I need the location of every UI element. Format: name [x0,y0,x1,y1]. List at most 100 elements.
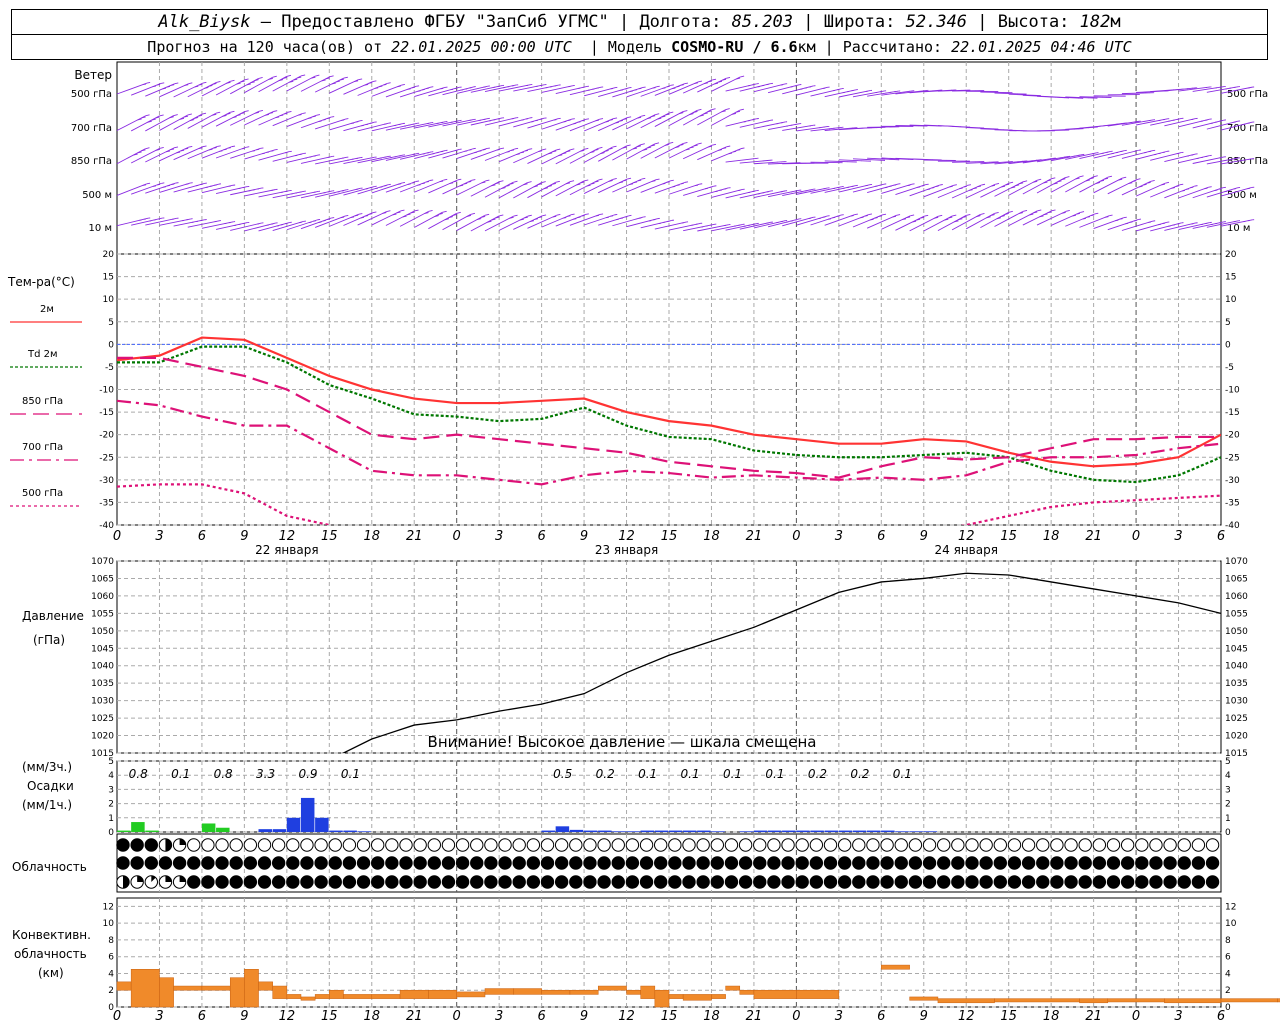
wind-barb-feather [213,147,217,149]
wind-barb [230,222,264,231]
wind-barb [371,182,406,194]
cloud-symbol [597,856,611,870]
cloud-circle [823,838,838,852]
wind-barb [201,221,236,229]
wind-barb-shaft [583,146,613,163]
pres-ytick-left: 1025 [91,714,114,724]
conv-bar [626,989,641,995]
wind-barb-feather [735,77,741,80]
wind-barb-shaft [130,83,162,96]
x-tick-label: 12 [279,529,296,544]
conv-ytick-right: 4 [1225,969,1231,979]
wind-barb-feather [141,149,146,152]
cloud-symbol [1092,856,1107,870]
cloud-fill [1206,875,1219,889]
wind-barb-shaft [767,84,800,94]
wind-barb-shaft [187,183,219,193]
wind-barb-feather [1004,183,1010,186]
wind-barb-feather [850,215,854,217]
wind-barb-shaft [272,75,302,92]
wind-barb [145,146,179,163]
precip-bar [555,826,570,832]
temp-ytick-left: -10 [99,386,114,396]
cloud-circle [257,838,272,852]
wind-barb-feather [326,218,331,220]
wind-barb-shaft [1178,118,1210,128]
wind-level-left: 10 м [89,223,112,234]
wind-barb [1220,86,1255,94]
wind-barb [838,183,873,193]
wind-barb [159,145,193,162]
wind-barb-feather [991,184,996,187]
precip-bar [697,830,711,832]
wind-barb-feather [1189,186,1194,189]
cloud-fill [555,856,568,870]
wind-barb [230,187,264,196]
wind-barb-shaft [895,89,928,95]
wind-barb-feather [156,84,161,86]
wind-barb-feather [1121,176,1127,179]
wind-barb-shaft [640,84,671,97]
wind-barb-feather [358,213,363,215]
cloud-circle [795,838,809,852]
wind-barb-shaft [1220,187,1252,197]
wind-title: Ветер [74,68,112,82]
cloud-symbol [187,875,201,889]
wind-barb [442,86,476,96]
cloud-symbol [1050,856,1064,870]
cloud-symbol [852,875,866,889]
wind-barb [796,187,830,195]
wind-barb-feather [506,151,510,153]
conv-ytick-left: 4 [108,969,114,979]
wind-barb [371,154,405,163]
conv-bar [513,988,542,995]
wind-barb-shaft [244,111,274,126]
wind-barb-feather [529,220,535,222]
wind-barb-feather [1046,179,1052,182]
wind-barb-shaft [1050,211,1081,226]
wind-barb-feather [736,149,741,151]
cloud-fill [258,875,271,889]
wind-barb-feather [1136,178,1141,181]
wind-barb-shaft [371,123,404,132]
cloud-fill [994,875,1007,889]
wind-barb-feather [452,213,457,216]
cloud-symbol [1106,838,1121,852]
cloud-fill [442,856,455,870]
temp-ytick-left: 0 [108,340,114,350]
wind-barb-shaft [640,142,670,159]
conv-bar [640,985,656,999]
cloud-symbol [328,838,342,852]
wind-barb-shaft [187,82,217,98]
cloud-circle [371,838,385,852]
cloud-symbol [569,856,583,870]
cloud-fill [1163,856,1177,870]
wind-barb-shaft [314,215,346,228]
cloud-fill [951,856,965,870]
wind-barb [555,179,589,197]
wind-barb-shaft [923,215,953,232]
wind-barb-shaft [414,87,446,97]
wind-barb-shaft [329,213,360,227]
x-tick-label: 6 [1217,1009,1225,1024]
wind-barb-shaft [1121,150,1154,159]
wind-barb-shaft [131,217,163,226]
wind-barb-feather [963,185,967,188]
wind-barb-feather [565,182,571,185]
wind-barb-shaft [414,121,446,129]
cloud-symbol [257,856,272,870]
wind-barb-shaft [626,86,658,98]
wind-barb-feather [1014,184,1020,187]
forecast-from: 22.01.2025 00:00 UTC [391,38,572,56]
wind-barb-feather [519,218,524,221]
cloud-fill [668,875,682,889]
wind-barb [739,221,774,230]
wind-barb-feather [662,87,666,89]
cloud-fill [385,875,399,889]
wind-barb-shaft [725,223,758,231]
temp-legend-label: 500 гПа [22,488,63,499]
wind-barb-shaft [1065,213,1095,227]
wind-barb-feather [860,216,864,219]
wind-barb-feather [650,144,656,147]
cloud-circle [455,838,470,852]
